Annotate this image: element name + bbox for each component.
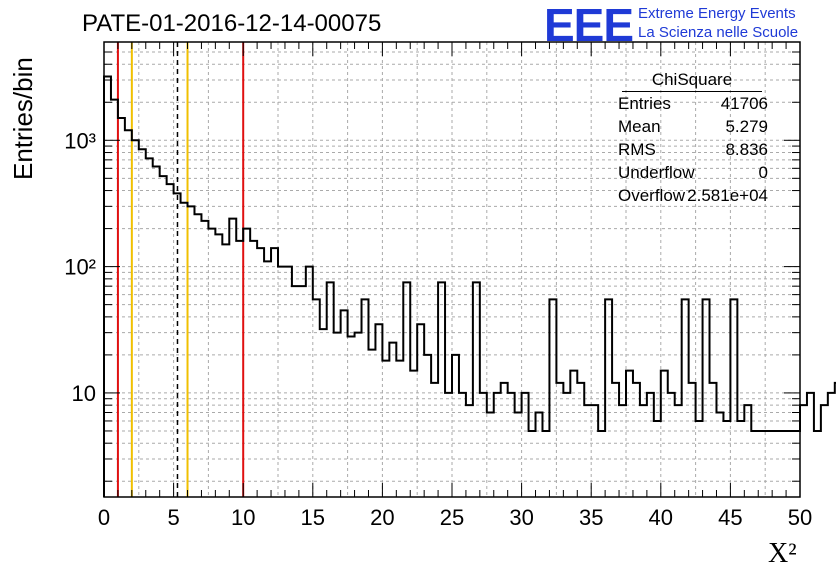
stats-key: Underflow	[618, 163, 695, 182]
x-axis-label: X²	[768, 538, 797, 569]
histogram-step-line	[103, 75, 836, 497]
chart-title: PATE-01-2016-12-14-00075	[82, 10, 382, 37]
x-tick-label: 5	[167, 505, 179, 530]
x-tick-label: 50	[788, 505, 812, 530]
x-tick-label: 15	[301, 505, 325, 530]
logo-caption-line1: Extreme Energy Events	[638, 5, 796, 22]
stats-row: Mean 5.279	[612, 115, 780, 138]
stats-key: Entries	[618, 94, 671, 113]
eee-logo: EEE	[544, 0, 634, 51]
stats-row: Entries 41706	[612, 92, 780, 115]
stats-value: 41706	[720, 94, 768, 113]
stats-row: Underflow 0	[612, 161, 780, 184]
stats-box: ChiSquare Entries 41706 Mean 5.279 RMS 8.83…	[612, 68, 780, 207]
stats-value: 2.581e+04	[687, 186, 768, 205]
x-tick-label: 45	[718, 505, 742, 530]
axis-ticks	[103, 41, 801, 497]
logo-caption: Extreme Energy Events La Scienza nelle S…	[638, 4, 798, 42]
stats-key: RMS	[618, 140, 656, 159]
x-tick-label: 35	[579, 505, 603, 530]
stats-value: 8.836	[725, 140, 768, 159]
stats-row: RMS 8.836	[612, 138, 780, 161]
x-tick-label: 0	[98, 505, 110, 530]
axis-tick-labels: 0 5 10 15 20 25 30 35 40 45 50 10 10² 10³	[64, 128, 812, 530]
stats-key: Mean	[618, 117, 661, 136]
stats-value: 5.279	[725, 117, 768, 136]
stats-row: Overflow 2.581e+04	[612, 184, 780, 207]
y-tick-label: 10	[72, 381, 96, 406]
x-tick-label: 30	[509, 505, 533, 530]
y-tick-label: 10³	[64, 128, 96, 153]
logo-caption-line2: La Scienza nelle Scuole	[638, 24, 799, 41]
reference-lines	[116, 42, 245, 497]
stats-title: ChiSquare	[622, 68, 762, 92]
x-tick-label: 40	[649, 505, 673, 530]
stats-value: 0	[758, 163, 768, 182]
x-tick-label: 25	[440, 505, 464, 530]
stats-key: Overflow	[618, 186, 686, 205]
y-tick-label: 10²	[64, 255, 96, 280]
y-axis-label: Entries/bin	[8, 57, 38, 180]
x-tick-label: 10	[231, 505, 255, 530]
x-tick-label: 20	[370, 505, 394, 530]
